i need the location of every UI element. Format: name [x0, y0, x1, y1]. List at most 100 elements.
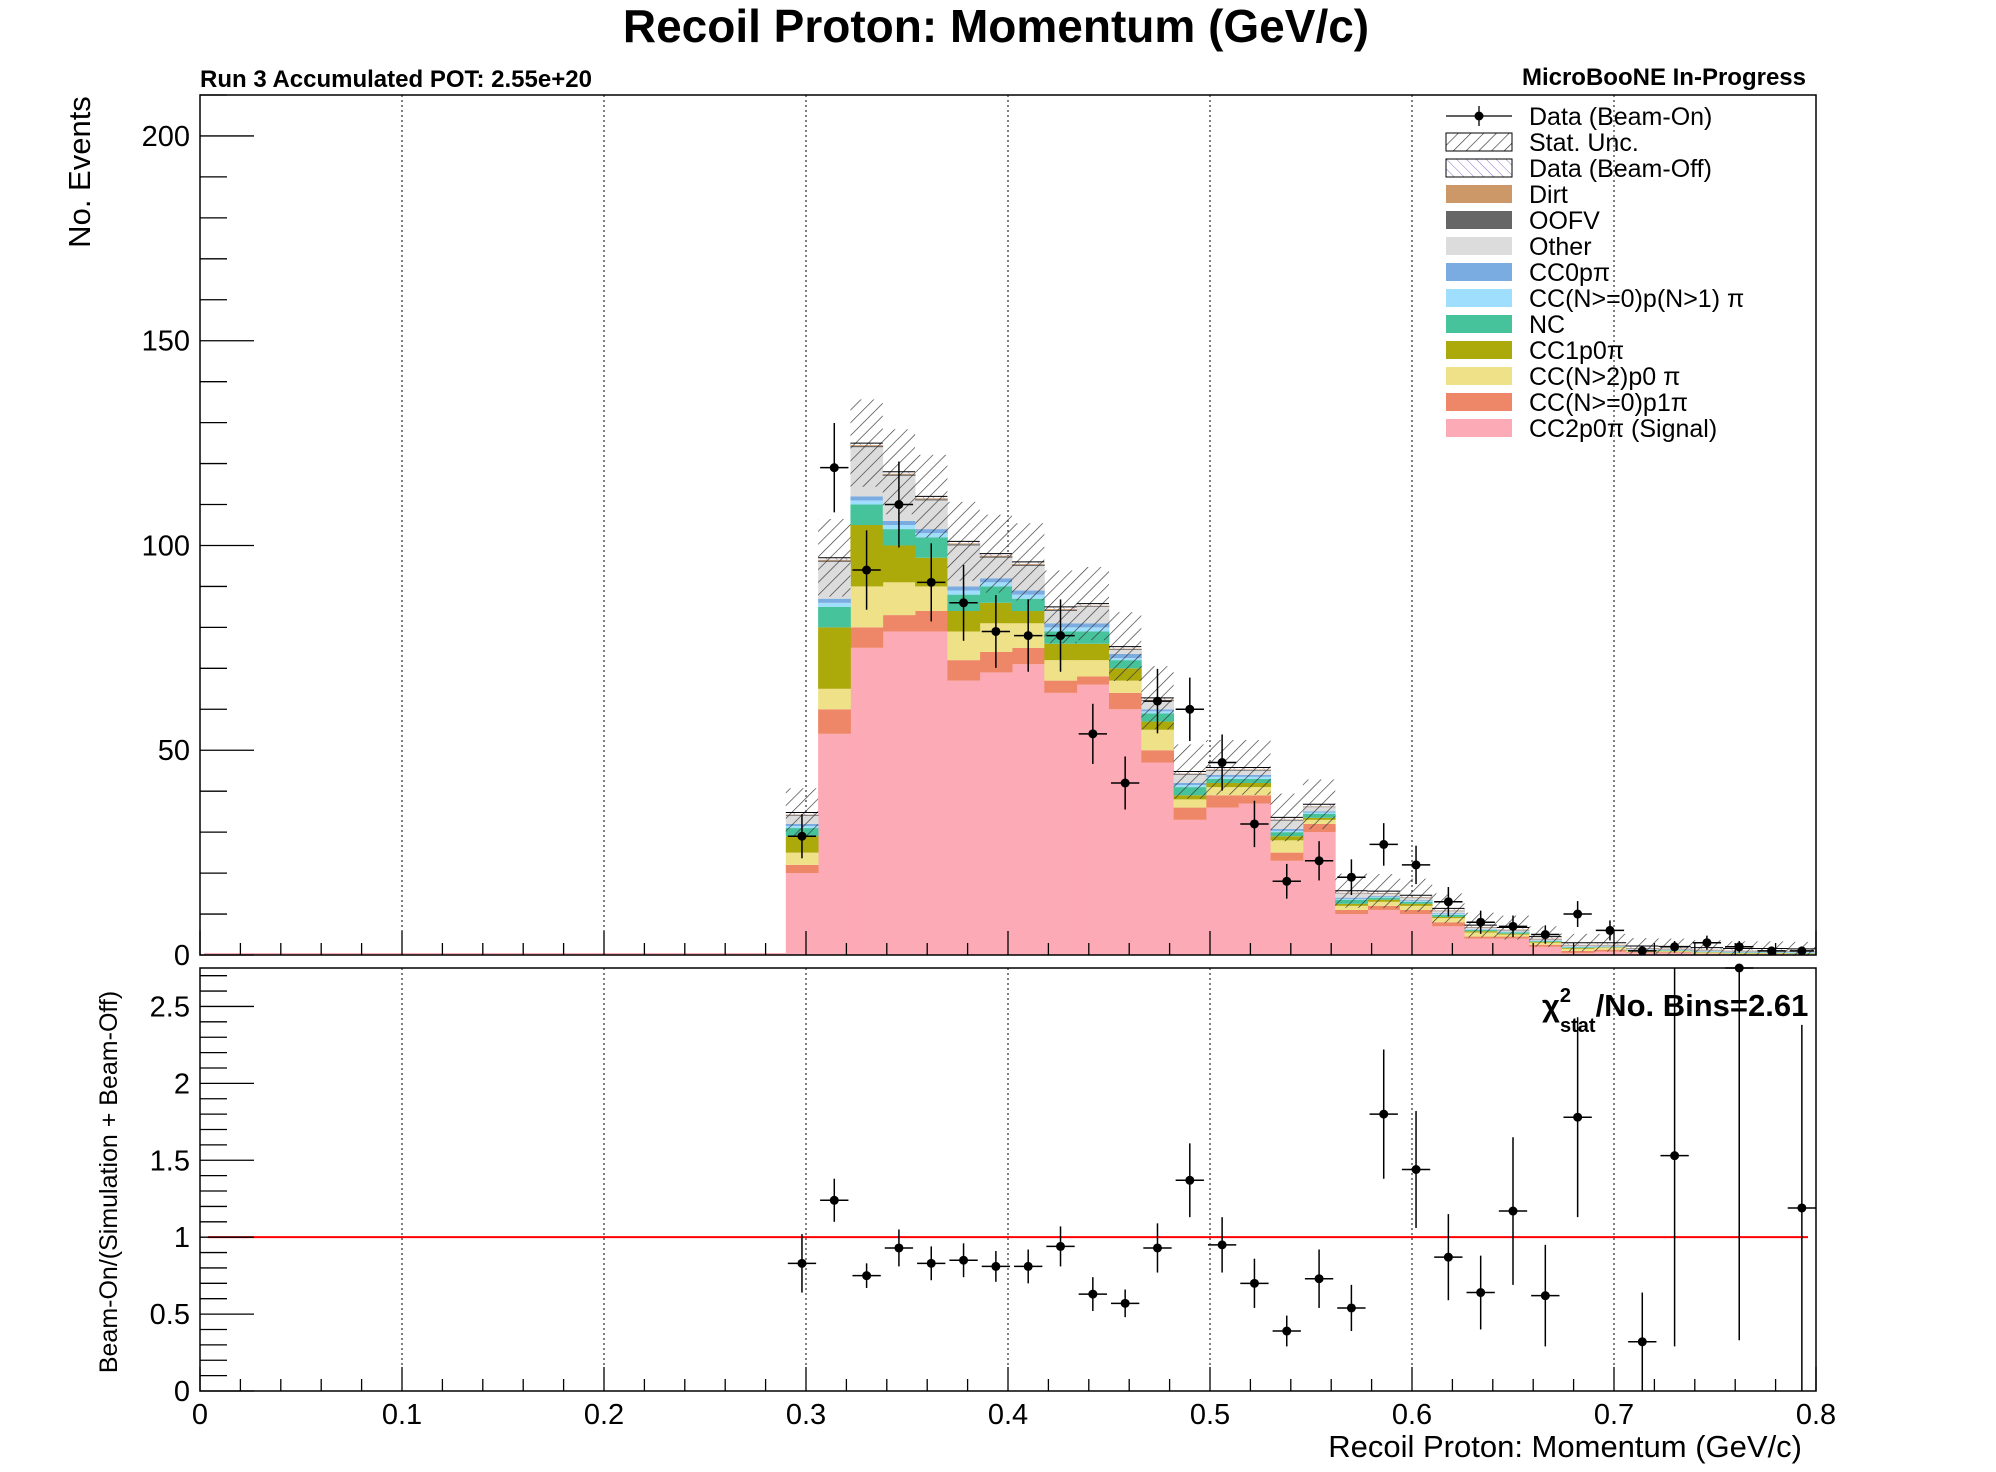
ratio-point — [1411, 1165, 1421, 1175]
data-point — [1185, 704, 1195, 714]
x-tick-label: 0.4 — [988, 1399, 1028, 1431]
top-y-tick-label: 150 — [142, 326, 190, 358]
legend-label: Dirt — [1529, 181, 1568, 209]
stack-bar — [1076, 643, 1110, 661]
x-tick-label: 0 — [192, 1399, 208, 1431]
data-point — [894, 500, 904, 510]
stack-bar — [1270, 852, 1304, 861]
legend-swatch — [1446, 211, 1512, 229]
legend-swatch — [1446, 263, 1512, 281]
legend-label: CC1p0π — [1529, 337, 1624, 365]
stack-bar — [1205, 807, 1239, 955]
stack-bar — [1012, 664, 1045, 955]
data-point — [1605, 925, 1615, 935]
stack-bar — [882, 631, 916, 955]
stack-bar — [915, 631, 948, 955]
stack-bar — [1238, 795, 1271, 804]
legend-label: CC(N>=0)p(N>1) π — [1529, 285, 1744, 313]
ratio-point — [991, 1261, 1001, 1271]
ratio-point — [1152, 1243, 1162, 1253]
legend-swatch — [1446, 185, 1512, 203]
ratio-point — [862, 1271, 872, 1281]
data-point — [1120, 778, 1130, 788]
stack-bar — [1173, 819, 1207, 955]
data-point — [1540, 930, 1550, 940]
stack-bar — [882, 615, 916, 632]
data-point — [1573, 909, 1583, 919]
top-axes: 0 50 100 150 200 — [142, 94, 1817, 972]
legend-label: CC(N>=0)p1π — [1529, 389, 1688, 417]
bottom-y-tick-label: 2 — [174, 1068, 190, 1100]
ratio-point — [1670, 1151, 1680, 1161]
ratio-data-points — [787, 963, 1816, 1391]
stack-bar — [818, 602, 851, 607]
chi2-label: χ2 stat/No. Bins=2.61 — [1542, 985, 1808, 1037]
ratio-point — [1476, 1288, 1486, 1298]
stack-bar — [1173, 799, 1207, 808]
legend-label: CC2p0π (Signal) — [1529, 415, 1717, 443]
bottom-y-axis-label: Beam-On/(Simulation + Beam-Off) — [95, 991, 123, 1373]
top-panel: 0 50 100 150 200 No. Events — [62, 94, 1817, 972]
stack-bar — [1044, 692, 1078, 955]
stack-bar — [1076, 676, 1110, 685]
data-point — [1217, 758, 1227, 768]
legend-swatch — [1446, 237, 1512, 255]
stack-bar — [1205, 795, 1239, 808]
x-tick-label: 0.1 — [382, 1399, 422, 1431]
stack-bar — [818, 733, 851, 955]
ratio-point — [1314, 1274, 1324, 1284]
stack-bar — [1432, 926, 1465, 955]
stack-bar — [850, 496, 884, 501]
ratio-point — [1379, 1109, 1389, 1119]
legend-swatch — [1446, 367, 1512, 385]
stack-bar — [1335, 909, 1368, 915]
stack-bar — [785, 852, 819, 865]
x-tick-label: 0.3 — [786, 1399, 826, 1431]
ratio-point — [797, 1258, 807, 1268]
data-point — [1282, 876, 1292, 886]
legend-label: Data (Beam-Off) — [1529, 155, 1712, 183]
ratio-point — [1508, 1206, 1518, 1216]
stack-bar — [1141, 750, 1175, 763]
ratio-point — [894, 1243, 904, 1253]
legend-label: Data (Beam-On) — [1529, 103, 1712, 131]
legend-label: Stat. Unc. — [1529, 129, 1639, 157]
legend-label: NC — [1529, 311, 1565, 339]
data-point — [1637, 946, 1647, 956]
bottom-panel: 0 0.5 1 1.5 2 2.5 0 0.1 0.2 0.3 0.4 0.5 0.6 0.7 0.8 χ2… — [95, 963, 1836, 1464]
ratio-point — [829, 1195, 839, 1205]
stack-bar — [1496, 938, 1530, 955]
legend-swatch — [1446, 419, 1512, 437]
stack-bar — [947, 660, 981, 681]
stack-bar — [818, 688, 851, 710]
x-axis-label: Recoil Proton: Momentum (GeV/c) — [1328, 1429, 1802, 1464]
data-point — [926, 577, 936, 587]
bottom-y-tick-label: 0 — [174, 1376, 190, 1408]
stack-bar — [1335, 914, 1368, 955]
ratio-point — [959, 1255, 969, 1265]
beam-on-data-points — [787, 422, 1814, 956]
run-label: Run 3 Accumulated POT: 2.55e+20 — [200, 66, 592, 93]
data-point — [1443, 897, 1453, 907]
x-tick-label: 0.6 — [1392, 1399, 1432, 1431]
data-point — [1734, 942, 1744, 952]
stack-bar — [1529, 946, 1562, 955]
bottom-y-tick-label: 1 — [174, 1222, 190, 1254]
stack-bar — [1109, 709, 1142, 955]
stack-bar — [1173, 807, 1207, 820]
legend-swatch — [1446, 341, 1512, 359]
stack-bar — [818, 627, 851, 689]
data-point — [862, 565, 872, 575]
stack-bar — [1561, 950, 1595, 953]
stack-bar — [1076, 660, 1110, 677]
stack-bar — [1367, 909, 1401, 955]
stack-bar — [850, 500, 884, 505]
data-point — [1476, 917, 1486, 927]
ratio-point — [1056, 1241, 1066, 1251]
top-y-tick-label: 50 — [158, 735, 190, 767]
ratio-point — [1249, 1278, 1259, 1288]
legend-label: Other — [1529, 233, 1592, 261]
data-point — [1056, 631, 1066, 641]
legend-label: CC(N>2)p0 π — [1529, 363, 1680, 391]
legend-marker-dot — [1474, 111, 1484, 121]
